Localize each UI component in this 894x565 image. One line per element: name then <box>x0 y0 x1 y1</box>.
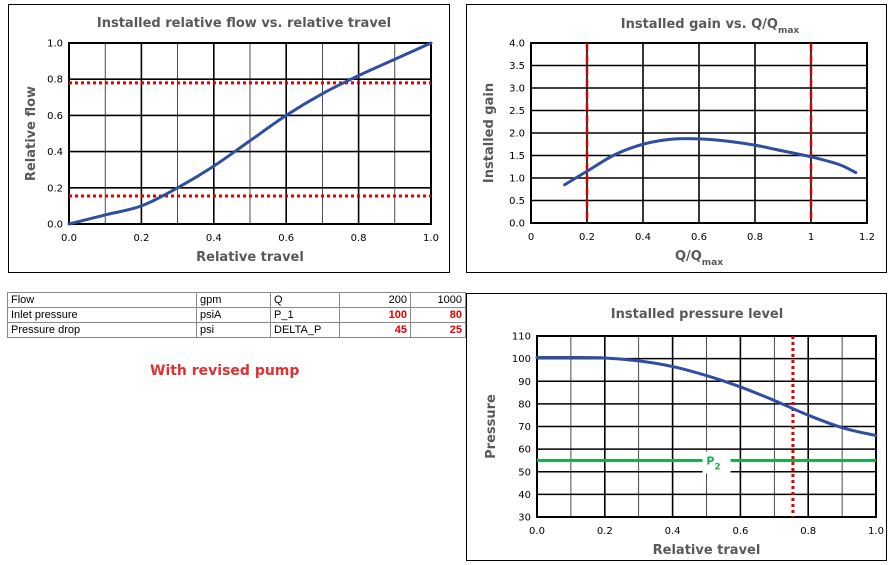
gain-x-tick: 0.2 <box>579 232 595 243</box>
gain-chart-panel: 0 0.2 0.4 0.6 0.8 1 1.2 0.0 0.5 1.0 1.5 2.0 2.5 3.0 3.… <box>466 4 887 273</box>
gain-x-tick: 1 <box>808 232 814 243</box>
flow-x-tick: 1.0 <box>423 233 439 244</box>
gain-y-axis-label: Installed gain <box>482 83 497 183</box>
table-cell: psi <box>196 322 271 338</box>
pressure-y-tick: 80 <box>518 399 531 410</box>
pressure-x-tick: 0.4 <box>665 526 681 537</box>
gain-y-tick: 2.5 <box>509 106 525 117</box>
table-row: Flow gpm Q 200 1000 <box>7 292 466 308</box>
table-cell: Flow <box>7 292 197 308</box>
flow-chart: 0.0 0.2 0.4 0.6 0.8 1.0 0.0 0.2 0.4 0.6 0.8 1.0 Inst… <box>24 16 439 265</box>
flow-x-tick: 0.2 <box>133 233 149 244</box>
gain-y-tick: 3.5 <box>509 61 525 72</box>
gain-y-tick: 2.0 <box>509 129 525 140</box>
revised-pump-caption: With revised pump <box>150 363 300 379</box>
pressure-y-tick: 30 <box>518 513 531 524</box>
pressure-y-tick: 110 <box>512 332 531 343</box>
pressure-grid <box>537 336 876 517</box>
pressure-y-tick: 90 <box>518 377 531 388</box>
flow-y-tick: 0.2 <box>47 183 63 194</box>
table-cell: Q <box>270 292 340 308</box>
pressure-x-tick: 0.8 <box>800 526 816 537</box>
flow-y-axis-label: Relative flow <box>24 86 39 181</box>
gain-chart-title: Installed gain vs. Q/Qmax <box>621 17 800 36</box>
pressure-y-tick: 40 <box>518 490 531 501</box>
pressure-y-tick: 100 <box>512 354 531 365</box>
table-cell: P_1 <box>270 307 340 323</box>
gain-series-line <box>563 137 858 187</box>
flow-plot-frame <box>68 42 432 225</box>
pressure-y-tick: 50 <box>518 467 531 478</box>
table-cell: gpm <box>196 292 271 308</box>
pressure-chart: 0.0 0.2 0.4 0.6 0.8 1.0 30 40 50 60 70 80 90 100 110 In… <box>484 307 884 558</box>
flow-series-line <box>67 41 433 226</box>
pressure-plot-frame <box>536 335 877 518</box>
p2-label: P2 <box>706 454 720 472</box>
flow-x-tick: 0.6 <box>278 233 294 244</box>
table-row: Inlet pressure psiA P_1 100 80 <box>7 307 466 323</box>
pressure-x-tick: 0.2 <box>597 526 613 537</box>
gain-x-tick: 0.6 <box>691 232 707 243</box>
gain-y-tick: 0.0 <box>509 219 525 230</box>
gain-y-tick: 3.0 <box>509 84 525 95</box>
gain-x-tick: 0 <box>528 232 534 243</box>
pressure-x-tick: 0.6 <box>732 526 748 537</box>
gain-x-tick: 1.2 <box>859 232 875 243</box>
parameter-table: Flow gpm Q 200 1000 Inlet pressure psiA P_1 100 8… <box>7 292 466 338</box>
table-cell: 100 <box>339 307 411 323</box>
flow-y-tick: 0.6 <box>47 111 63 122</box>
pressure-chart-title: Installed pressure level <box>611 307 783 322</box>
gain-x-tick: 0.8 <box>747 232 763 243</box>
table-cell: 1000 <box>410 292 466 308</box>
pressure-x-axis-label: Relative travel <box>653 543 761 558</box>
pressure-chart-panel: 0.0 0.2 0.4 0.6 0.8 1.0 30 40 50 60 70 80 90 100 110 In… <box>466 293 887 561</box>
table-cell: 80 <box>410 307 466 323</box>
flow-y-tick: 0.0 <box>47 220 63 231</box>
gain-grid <box>531 43 867 223</box>
flow-x-tick: 0.8 <box>351 233 367 244</box>
flow-chart-title: Installed relative flow vs. relative tra… <box>97 16 391 31</box>
pressure-y-axis-label: Pressure <box>484 394 499 459</box>
p2-label-bg <box>702 451 731 474</box>
table-cell: 200 <box>339 292 411 308</box>
table-cell: 45 <box>339 322 411 338</box>
table-cell: psiA <box>196 307 271 323</box>
flow-chart-panel: 0.0 0.2 0.4 0.6 0.8 1.0 0.0 0.2 0.4 0.6 0.8 1.0 Inst… <box>8 4 450 273</box>
flow-grid <box>69 43 431 224</box>
table-cell: DELTA_P <box>270 322 340 338</box>
gain-y-tick: 1.0 <box>509 174 525 185</box>
table-cell: Inlet pressure <box>7 307 197 323</box>
gain-y-tick: 4.0 <box>509 39 525 50</box>
flow-x-axis-label: Relative travel <box>196 250 304 265</box>
table-row: Pressure drop psi DELTA_P 45 25 <box>7 322 466 338</box>
gain-plot-frame <box>530 42 868 224</box>
gain-y-tick: 0.5 <box>509 196 525 207</box>
flow-x-tick: 0.0 <box>61 233 77 244</box>
flow-y-tick: 1.0 <box>47 39 63 50</box>
pressure-y-tick: 60 <box>518 445 531 456</box>
pressure-y-tick: 70 <box>518 422 531 433</box>
pressure-series-line <box>535 355 878 438</box>
flow-y-tick: 0.4 <box>47 147 63 158</box>
gain-chart: 0 0.2 0.4 0.6 0.8 1 1.2 0.0 0.5 1.0 1.5 2.0 2.5 3.0 3.… <box>482 17 875 268</box>
flow-y-tick: 0.8 <box>47 75 63 86</box>
flow-x-tick: 0.4 <box>206 233 222 244</box>
table-cell: 25 <box>410 322 466 338</box>
pressure-x-tick: 0.0 <box>529 526 545 537</box>
gain-x-axis-label: Q/Qmax <box>675 249 723 268</box>
table-cell: Pressure drop <box>7 322 197 338</box>
gain-y-tick: 1.5 <box>509 151 525 162</box>
pressure-x-tick: 1.0 <box>868 526 884 537</box>
gain-x-tick: 0.4 <box>635 232 651 243</box>
